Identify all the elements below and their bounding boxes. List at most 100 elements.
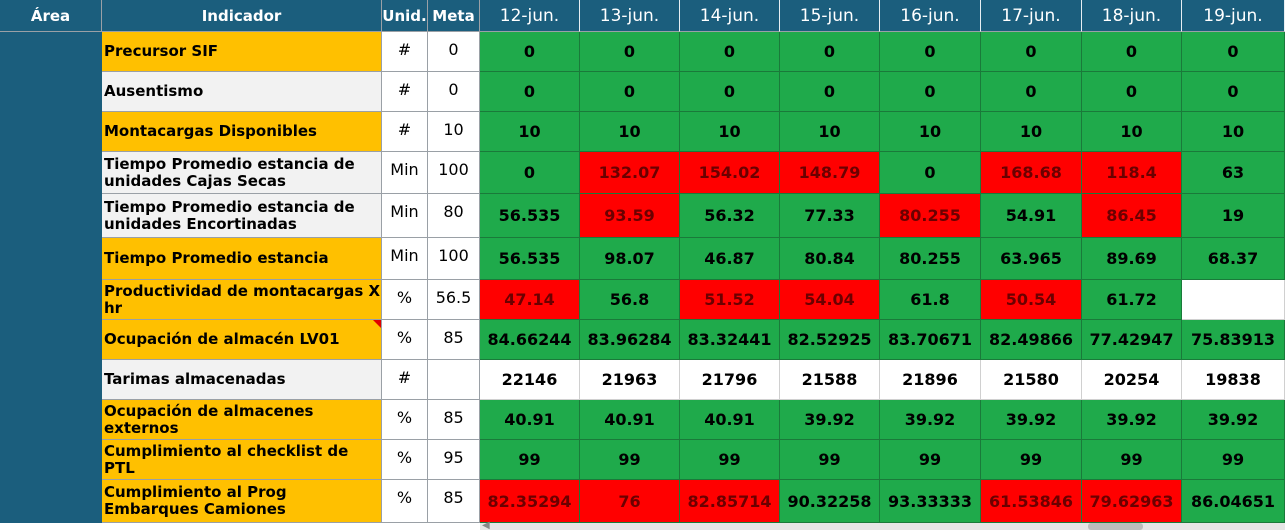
- value-cell[interactable]: 77.42947: [1082, 320, 1182, 360]
- indicator-cell[interactable]: Ausentismo: [102, 72, 382, 112]
- value-cell[interactable]: 154.02: [680, 152, 780, 194]
- value-cell[interactable]: 77.33: [780, 194, 880, 238]
- indicator-cell[interactable]: Tiempo Promedio estancia de unidades Enc…: [102, 194, 382, 238]
- value-cell[interactable]: 0: [480, 72, 580, 112]
- value-cell[interactable]: 99: [680, 440, 780, 480]
- value-cell[interactable]: 0: [680, 32, 780, 72]
- value-cell[interactable]: 90.32258: [780, 480, 880, 523]
- header-date[interactable]: 16-jun.: [880, 0, 981, 32]
- value-cell[interactable]: 82.35294: [480, 480, 580, 523]
- value-cell[interactable]: 39.92: [880, 400, 981, 440]
- value-cell[interactable]: 39.92: [1182, 400, 1285, 440]
- indicator-cell[interactable]: Cumplimiento al Prog Embarques Camiones: [102, 480, 382, 523]
- value-cell[interactable]: 99: [1182, 440, 1285, 480]
- header-area[interactable]: Área: [0, 0, 102, 32]
- header-date[interactable]: 13-jun.: [580, 0, 680, 32]
- indicator-cell[interactable]: Cumplimiento al checklist de PTL: [102, 440, 382, 480]
- value-cell[interactable]: 76: [580, 480, 680, 523]
- value-cell[interactable]: 10: [480, 112, 580, 152]
- value-cell[interactable]: 132.07: [580, 152, 680, 194]
- value-cell[interactable]: 0: [981, 32, 1082, 72]
- value-cell[interactable]: 51.52: [680, 280, 780, 320]
- value-cell[interactable]: 61.53846: [981, 480, 1082, 523]
- value-cell[interactable]: 75.83913: [1182, 320, 1285, 360]
- value-cell[interactable]: 47.14: [480, 280, 580, 320]
- value-cell[interactable]: 0: [880, 152, 981, 194]
- header-date[interactable]: 17-jun.: [981, 0, 1082, 32]
- indicator-cell[interactable]: Ocupación de almacén LV01: [102, 320, 382, 360]
- value-cell[interactable]: 79.62963: [1082, 480, 1182, 523]
- value-cell[interactable]: 99: [780, 440, 880, 480]
- value-cell[interactable]: 99: [1082, 440, 1182, 480]
- value-cell[interactable]: 40.91: [480, 400, 580, 440]
- value-cell[interactable]: 50.54: [981, 280, 1082, 320]
- unit-cell[interactable]: %: [382, 320, 428, 360]
- value-cell[interactable]: 21580: [981, 360, 1082, 400]
- value-cell[interactable]: 0: [580, 72, 680, 112]
- value-cell[interactable]: 148.79: [780, 152, 880, 194]
- value-cell[interactable]: 56.535: [480, 238, 580, 280]
- value-cell[interactable]: 10: [880, 112, 981, 152]
- meta-cell[interactable]: 0: [428, 32, 480, 72]
- value-cell[interactable]: 86.04651: [1182, 480, 1285, 523]
- scroll-left-arrow-icon[interactable]: ◀: [482, 520, 490, 531]
- value-cell[interactable]: 22146: [480, 360, 580, 400]
- value-cell[interactable]: 39.92: [981, 400, 1082, 440]
- header-date[interactable]: 12-jun.: [480, 0, 580, 32]
- unit-cell[interactable]: Min: [382, 194, 428, 238]
- value-cell[interactable]: 40.91: [680, 400, 780, 440]
- unit-cell[interactable]: %: [382, 480, 428, 523]
- scrollbar-thumb[interactable]: [1088, 523, 1143, 530]
- header-indicador[interactable]: Indicador: [102, 0, 382, 32]
- value-cell[interactable]: 40.91: [580, 400, 680, 440]
- meta-cell[interactable]: 10: [428, 112, 480, 152]
- value-cell[interactable]: 0: [981, 72, 1082, 112]
- meta-cell[interactable]: 85: [428, 400, 480, 440]
- header-meta[interactable]: Meta: [428, 0, 480, 32]
- value-cell[interactable]: 0: [1082, 32, 1182, 72]
- value-cell[interactable]: 21796: [680, 360, 780, 400]
- value-cell[interactable]: 0: [580, 32, 680, 72]
- value-cell[interactable]: 54.91: [981, 194, 1082, 238]
- value-cell[interactable]: 56.535: [480, 194, 580, 238]
- value-cell[interactable]: 10: [1182, 112, 1285, 152]
- header-date[interactable]: 19-jun.: [1182, 0, 1285, 32]
- header-date[interactable]: 14-jun.: [680, 0, 780, 32]
- meta-cell[interactable]: 95: [428, 440, 480, 480]
- value-cell[interactable]: 80.255: [880, 194, 981, 238]
- value-cell[interactable]: 80.255: [880, 238, 981, 280]
- value-cell[interactable]: 83.70671: [880, 320, 981, 360]
- value-cell[interactable]: 21963: [580, 360, 680, 400]
- indicator-cell[interactable]: Productividad de montacargas X hr: [102, 280, 382, 320]
- value-cell[interactable]: 54.04: [780, 280, 880, 320]
- value-cell[interactable]: 10: [1082, 112, 1182, 152]
- value-cell[interactable]: 39.92: [1082, 400, 1182, 440]
- unit-cell[interactable]: #: [382, 72, 428, 112]
- unit-cell[interactable]: Min: [382, 152, 428, 194]
- value-cell[interactable]: 10: [780, 112, 880, 152]
- value-cell[interactable]: 0: [680, 72, 780, 112]
- value-cell[interactable]: 0: [480, 152, 580, 194]
- value-cell[interactable]: 10: [580, 112, 680, 152]
- indicator-cell[interactable]: Tarimas almacenadas: [102, 360, 382, 400]
- value-cell[interactable]: 168.68: [981, 152, 1082, 194]
- unit-cell[interactable]: %: [382, 440, 428, 480]
- value-cell[interactable]: 83.32441: [680, 320, 780, 360]
- value-cell[interactable]: 0: [780, 32, 880, 72]
- indicator-cell[interactable]: Montacargas Disponibles: [102, 112, 382, 152]
- value-cell[interactable]: 21896: [880, 360, 981, 400]
- unit-cell[interactable]: #: [382, 112, 428, 152]
- indicator-cell[interactable]: Precursor SIF: [102, 32, 382, 72]
- value-cell[interactable]: 0: [1082, 72, 1182, 112]
- value-cell[interactable]: 0: [780, 72, 880, 112]
- value-cell[interactable]: 61.8: [880, 280, 981, 320]
- value-cell[interactable]: 0: [1182, 72, 1285, 112]
- unit-cell[interactable]: #: [382, 360, 428, 400]
- meta-cell[interactable]: 85: [428, 480, 480, 523]
- header-date[interactable]: 15-jun.: [780, 0, 880, 32]
- value-cell[interactable]: 84.66244: [480, 320, 580, 360]
- value-cell[interactable]: 21588: [780, 360, 880, 400]
- value-cell[interactable]: 118.4: [1082, 152, 1182, 194]
- value-cell[interactable]: 83.96284: [580, 320, 680, 360]
- value-cell[interactable]: 63.965: [981, 238, 1082, 280]
